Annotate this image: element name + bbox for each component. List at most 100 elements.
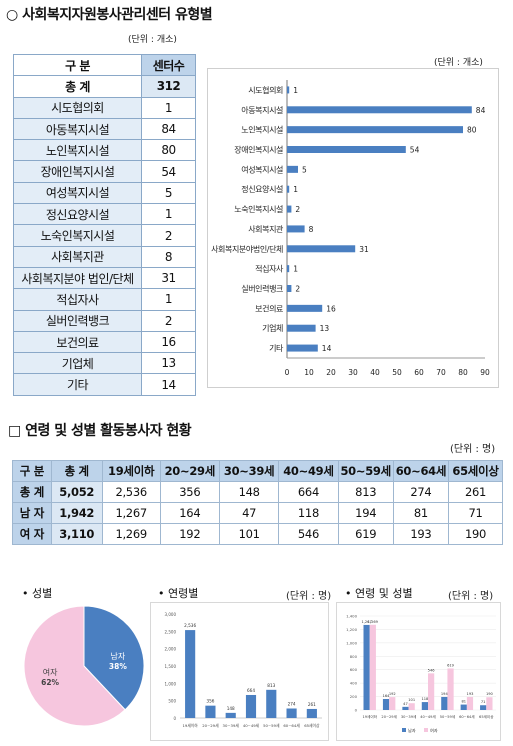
y-tick-label: 1,500 [165,664,177,669]
bar-value-label: 274 [288,702,296,707]
age-chart-title: • 연령별 [158,587,199,600]
bar-value-label: 1 [293,185,298,194]
bar-value-label: 31 [359,245,369,254]
row-label: 보건의료 [13,330,142,354]
category-label: 정신요양시설 [241,184,283,194]
bar [287,304,323,312]
row-value: 31 [141,266,196,290]
table-row: 사회복지관 8 [13,245,196,268]
category-label: 기타 [269,344,284,353]
bar-value-label: 193 [467,692,474,696]
bar-value-label: 194 [441,692,449,696]
pie-percent-label: 62% [41,678,59,687]
header-cell: 20~29세 [159,460,220,482]
row-label: 노숙인복지시설 [13,224,142,247]
center-type-bar-chart: 0 10 20 30 40 50 60 70 80 90 시도협의회 1 아동복지시설 84 노인복지시설 8… [211,80,490,377]
table-row: 기업체 13 [13,352,196,375]
pie-label: 여자 [43,667,58,677]
x-tick-label: 65세이상 [304,723,320,728]
x-tick-label: 60~64세 [283,723,300,728]
table-row: 장애인복지시설 54 [13,160,196,183]
pie-slice [23,605,126,727]
category-label: 장애인복지시설 [234,145,283,155]
header-cell: 구 분 [12,460,52,482]
x-tick-label: 30~39세 [401,714,416,719]
bar-value-label: 619 [447,663,455,667]
row-cell: 193 [392,523,450,545]
bar [460,704,467,710]
bar-value-label: 2 [295,285,300,294]
row-cell: 274 [392,481,450,503]
row-label: 장애인복지시설 [13,160,142,183]
row-label: 여 자 [12,523,52,545]
bar-value-label: 5 [302,165,307,174]
row-cell: 1,267 [101,502,161,524]
bar-value-label: 101 [408,698,415,702]
bar [382,698,390,710]
bar-value-label: 1 [293,265,298,274]
header-cell: 50~59세 [337,460,394,482]
x-tick-label: 30~39세 [223,723,240,728]
age-bar-chart: 0 500 1,000 1,500 2,000 2,500 3,000 2,536 19세이하 3… [150,602,329,741]
bar-value-label: 81 [461,700,466,704]
age-gender-chart-title: • 연령 및 성별 [345,587,413,600]
bar-value-label: 164 [383,694,391,698]
y-tick-label: 3,000 [165,612,177,617]
table-row: 노숙인복지시설 2 [13,224,196,247]
header-cell: 19세이하 [101,460,161,482]
bar-value-label: 84 [476,106,486,115]
row-cell: 192 [159,523,220,545]
bar [286,708,297,718]
row-label: 아동복지시설 [13,117,142,141]
bar-value-label: 8 [309,225,314,234]
row-value: 54 [141,160,196,183]
table-row: 기타 14 [13,373,196,396]
x-tick-label: 40 [370,368,380,377]
row-cell: 2,536 [101,481,161,503]
bar-value-label: 118 [421,697,429,701]
row-cell: 190 [448,523,503,545]
bar [205,705,216,718]
y-tick-label: 200 [350,694,358,699]
table-row: 실버인력뱅크 2 [13,309,196,332]
bar [466,697,474,710]
header-cell: 40~49세 [278,460,339,482]
category-label: 사회복지분야법인/단체 [211,244,283,254]
bar [428,673,435,710]
row-cell: 148 [218,481,280,503]
row-value: 80 [141,139,196,162]
table-row: 노인복지시설 80 [13,139,196,162]
x-tick-label: 40~49세 [420,714,435,719]
bar [287,86,290,94]
x-tick-label: 0 [285,368,290,377]
row-value: 1 [141,96,196,119]
category-label: 여성복지시설 [241,164,283,174]
bar [389,697,396,710]
legend-swatch [424,728,428,732]
bar [408,703,415,710]
bar [287,165,298,173]
y-tick-label: 1,400 [346,614,357,619]
x-tick-label: 65세이상 [479,714,494,719]
row-label: 시도협의회 [13,96,142,119]
row-cell: 546 [278,523,339,545]
bar-value-label: 148 [227,706,235,711]
row-total: 3,110 [50,523,103,545]
table-row: 아동복지시설 84 [13,117,196,141]
table-row: 여 자 3,110 1,269 192 101 546 619 193 190 [12,523,503,545]
x-tick-label: 10 [304,368,314,377]
table-header-row: 구 분 센터수 [13,53,196,77]
y-tick-label: 500 [168,699,176,704]
table-row: 남 자 1,942 1,267 164 47 118 194 81 71 [12,502,503,524]
x-tick-label: 60 [414,368,424,377]
bar [225,712,236,718]
header-cell: 65세이상 [448,460,503,482]
x-tick-label: 30 [348,368,358,377]
pie-slice [83,605,145,711]
total-label: 총 계 [13,75,142,98]
category-label: 보건의료 [255,303,283,313]
bar [369,624,376,710]
y-tick-label: 2,000 [165,647,177,652]
row-cell: 619 [337,523,394,545]
bar-value-label: 261 [308,702,316,707]
